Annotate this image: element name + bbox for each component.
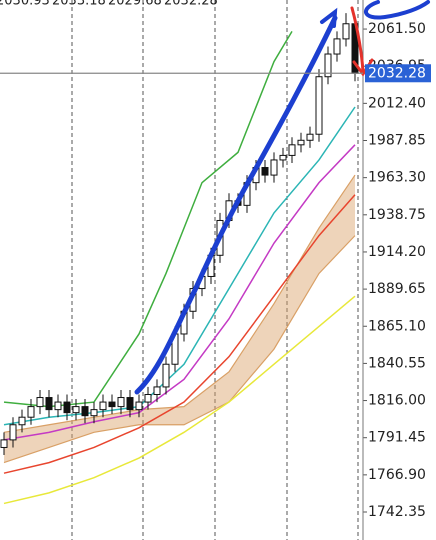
candle-body — [144, 394, 152, 403]
y-tick-label: 1914.20 — [368, 244, 426, 260]
candle-body — [108, 401, 116, 408]
indicator-line — [3, 295, 356, 505]
candle-body — [279, 154, 287, 161]
red-arrow — [350, 6, 365, 74]
candle-body — [315, 76, 323, 135]
candle-body — [9, 424, 17, 441]
candle-body — [270, 159, 278, 176]
candle-body — [135, 401, 143, 411]
indicator-line — [3, 144, 356, 441]
candle-body — [45, 397, 53, 411]
candle-body — [27, 406, 35, 418]
candle-body — [63, 401, 71, 414]
last-price-box — [365, 64, 431, 83]
candle-body — [90, 409, 98, 417]
candle-body — [81, 406, 89, 417]
blue-stroke — [134, 15, 338, 395]
blue-circle — [364, 0, 430, 20]
candle-body — [126, 397, 134, 411]
axis-panel — [363, 0, 436, 540]
candle-body — [153, 386, 161, 396]
candle-body — [333, 38, 341, 55]
ohlc-value: 2030.93 — [0, 0, 50, 9]
candle-body — [342, 23, 350, 40]
candle-body — [297, 139, 305, 146]
plot — [0, 13, 359, 505]
y-tick-label: 1840.55 — [368, 355, 426, 371]
candle-body — [117, 397, 125, 408]
header: 2030.93 2033.18 2029.68 2032.28 — [0, 0, 218, 9]
candle-body — [324, 53, 332, 78]
y-tick-label: 1889.65 — [368, 281, 426, 297]
y-tick-label: 1816.00 — [368, 393, 426, 409]
candle-body — [18, 416, 26, 426]
candle-body — [288, 144, 296, 156]
ohlc-value: 2033.18 — [52, 0, 106, 9]
cloud-lower — [3, 235, 356, 464]
candle-body — [261, 167, 269, 176]
indicator-line — [3, 194, 356, 474]
indicator-line — [3, 106, 356, 426]
last-price-label: 2032.28 — [368, 65, 426, 81]
y-tick-label: 1938.75 — [368, 207, 426, 223]
candle-body — [306, 133, 314, 141]
candle-body — [36, 397, 44, 408]
y-tick-label: 1865.10 — [368, 318, 426, 334]
ohlc-value: 2029.68 — [108, 0, 162, 9]
y-tick-label: 1791.45 — [368, 430, 426, 446]
y-tick-label: 2012.40 — [368, 95, 426, 111]
cloud-upper — [3, 174, 356, 433]
candle-body — [72, 406, 80, 414]
y-tick-label: 2061.50 — [368, 21, 426, 37]
blue-arrowhead — [320, 7, 338, 28]
candle-body — [99, 401, 107, 411]
y-tick-label: 1742.35 — [368, 504, 426, 520]
candle-body — [0, 439, 8, 448]
hand-annotation — [134, 0, 430, 395]
ohlc-value: 2032.28 — [164, 0, 218, 9]
candle-body — [162, 363, 170, 388]
y-tick-label: 1963.30 — [368, 170, 426, 186]
y-tick-label: 1987.85 — [368, 133, 426, 149]
y-tick-label: 1766.90 — [368, 467, 426, 483]
time-grid — [71, 0, 359, 540]
candle-body — [54, 401, 62, 411]
